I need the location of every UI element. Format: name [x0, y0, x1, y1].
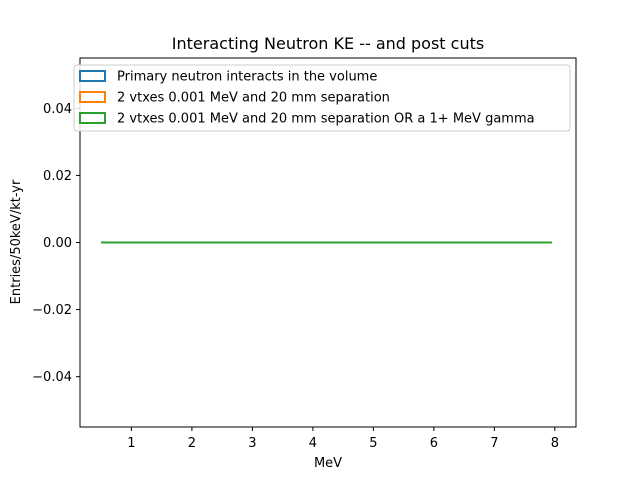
- y-tick-label: 0.00: [43, 236, 72, 251]
- legend-swatch-1: [79, 70, 106, 82]
- y-tick-label: −0.02: [32, 303, 72, 318]
- y-axis-label: Entries/50keV/kt-yr: [9, 179, 24, 304]
- x-tick-label: 3: [248, 436, 256, 451]
- legend-items: Primary neutron interacts in the volume 2…: [79, 70, 535, 127]
- x-tick-label: 8: [551, 436, 559, 451]
- y-tick-label: 0.04: [43, 102, 72, 117]
- y-tick-label: −0.04: [32, 370, 72, 385]
- x-tick-label: 7: [490, 436, 498, 451]
- legend-frame: [73, 64, 571, 132]
- legend-label-2: 2 vtxes 0.001 MeV and 20 mm separation: [117, 91, 390, 106]
- y-tick-label: 0.02: [43, 169, 72, 184]
- legend-label-1: Primary neutron interacts in the volume: [117, 70, 377, 85]
- chart-title: Interacting Neutron KE -- and post cuts: [172, 34, 484, 53]
- legend-swatch-3: [79, 112, 106, 124]
- x-axis: 1 2 3 4 5 6 7 8: [127, 427, 559, 451]
- legend-swatch-2: [79, 91, 106, 103]
- legend-label-3: 2 vtxes 0.001 MeV and 20 mm separation O…: [117, 112, 535, 127]
- x-tick-label: 1: [127, 436, 135, 451]
- y-axis: 0.04 0.02 0.00 −0.02 −0.04: [32, 102, 80, 385]
- x-tick-label: 5: [369, 436, 377, 451]
- x-tick-label: 4: [309, 436, 317, 451]
- x-tick-label: 2: [188, 436, 196, 451]
- x-tick-label: 6: [430, 436, 438, 451]
- legend: Primary neutron interacts in the volume 2…: [73, 64, 571, 132]
- x-axis-label: MeV: [314, 456, 342, 471]
